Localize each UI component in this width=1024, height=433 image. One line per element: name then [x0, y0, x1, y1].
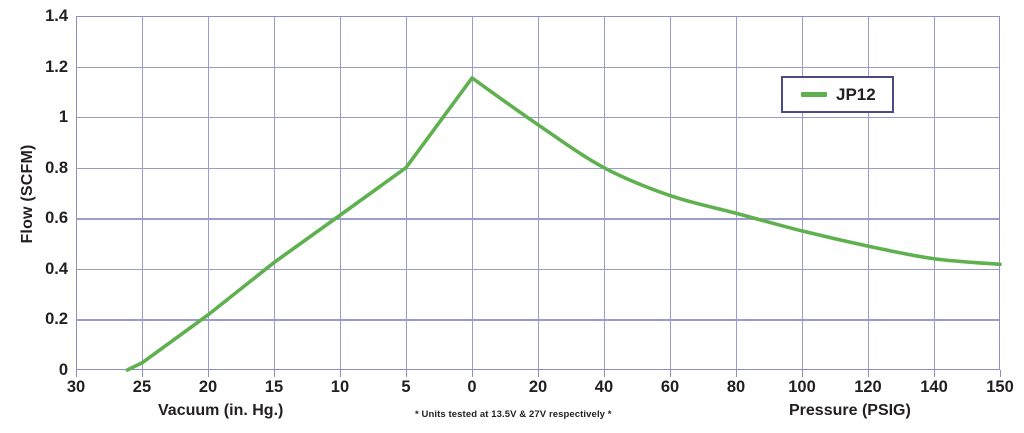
gridline-horizontal [76, 218, 1000, 220]
gridline-vertical [405, 16, 408, 370]
x-axis-tick-label: 5 [401, 378, 411, 396]
chart-footnote: * Units tested at 13.5V & 27V respective… [415, 409, 612, 420]
x-axis-tickmark [801, 370, 804, 377]
gridline-vertical [736, 16, 738, 370]
x-axis-tick-label: 40 [594, 378, 614, 396]
y-axis-tick-label: 0.6 [45, 209, 68, 228]
gridline-vertical [670, 16, 672, 370]
gridline-vertical [274, 16, 276, 370]
x-axis-tick-label: 0 [467, 378, 477, 396]
pressure-axis-caption: Pressure (PSIG) [789, 402, 911, 419]
x-axis-tick-label: 25 [132, 378, 152, 396]
x-axis-tick-label: 140 [920, 378, 948, 396]
x-axis-tick-label: 120 [854, 378, 882, 396]
gridline-horizontal [76, 268, 1000, 271]
gridline-vertical [867, 16, 870, 370]
gridline-horizontal [76, 66, 1000, 68]
y-axis-tick-label: 0 [58, 361, 68, 379]
y-axis-tick-label: 1.4 [45, 7, 68, 25]
x-axis-tick-label: 20 [198, 378, 218, 396]
legend-label: JP12 [836, 85, 876, 104]
x-axis-tickmark [76, 370, 78, 377]
y-axis-tick-label: 1 [58, 108, 68, 127]
gridline-vertical [934, 16, 936, 370]
x-axis-tickmark [274, 370, 276, 377]
x-axis-tickmark [736, 370, 738, 377]
x-axis-tick-label: 30 [66, 378, 86, 396]
x-axis-tickmark [339, 370, 342, 377]
gridline-vertical [339, 16, 342, 370]
x-axis-tick-label: 80 [726, 378, 746, 396]
x-axis-tickmark [603, 370, 606, 377]
y-axis-tick-label: 1.2 [45, 57, 68, 76]
y-axis-tick-labels: 0 0.2 0.4 0.6 0.8 1 1.2 1.4 [24, 0, 68, 433]
gridline-horizontal [76, 167, 1000, 169]
x-axis-tick-label: 20 [528, 378, 548, 396]
x-axis-tickmark [538, 370, 540, 377]
x-axis-tick-label: 60 [660, 378, 680, 396]
vacuum-axis-caption: Vacuum (in. Hg.) [158, 402, 284, 419]
y-axis-tick-label: 0.8 [45, 158, 68, 177]
x-axis-tickmark [208, 370, 210, 377]
gridline-horizontal [76, 319, 1000, 321]
x-axis-tick-label: 100 [788, 378, 816, 396]
x-axis-tickmark [405, 370, 408, 377]
gridline-vertical [208, 16, 210, 370]
x-axis-tick-label: 150 [986, 378, 1014, 396]
gridline-vertical [141, 16, 144, 370]
gridline-vertical [603, 16, 606, 370]
x-axis-tickmark [1000, 370, 1002, 377]
chart-legend[interactable]: JP12 [781, 76, 894, 113]
x-axis-tickmark [934, 370, 936, 377]
series-layer [125, 76, 1002, 372]
x-axis-tick-label: 10 [330, 378, 350, 396]
x-axis-tickmark [670, 370, 672, 377]
x-axis-tickmark [141, 370, 144, 377]
gridline-vertical [538, 16, 540, 370]
y-axis-tick-label: 0.2 [45, 310, 68, 329]
y-axis-tick-label: 0.4 [45, 259, 68, 278]
gridline-vertical [801, 16, 804, 370]
legend-line-swatch-icon [801, 92, 827, 97]
plot-area [76, 16, 1002, 372]
x-axis-tick-label: 15 [264, 378, 284, 396]
gridline-vertical [472, 16, 474, 370]
x-axis-tickmark [472, 370, 474, 377]
x-axis-tickmark [867, 370, 870, 377]
gridline-horizontal [76, 117, 1000, 119]
series-line-jp12 [125, 76, 1002, 372]
